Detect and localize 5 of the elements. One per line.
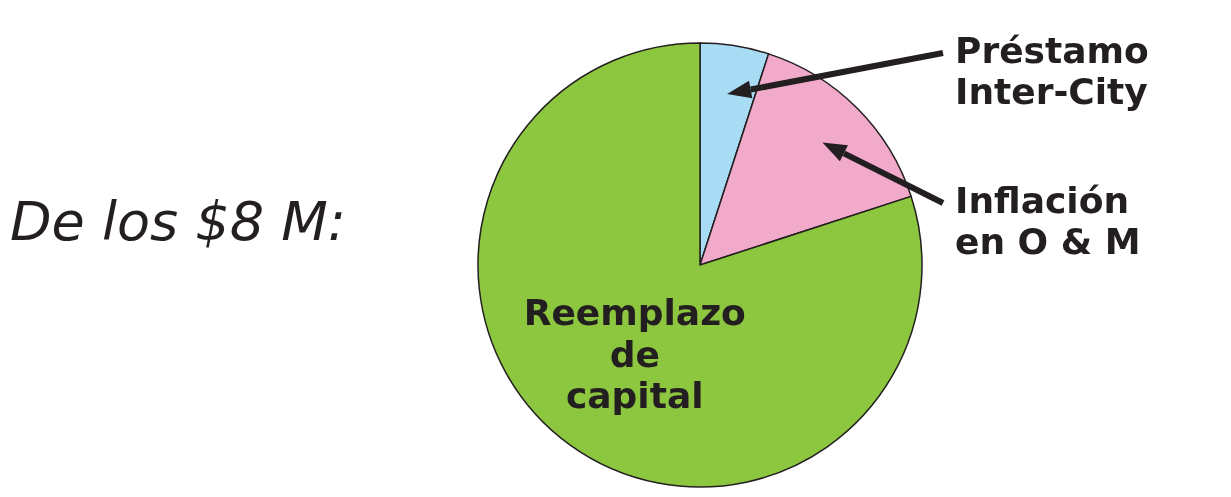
pie-slice	[477, 42, 923, 488]
text: De los $8 M:	[10, 189, 346, 253]
slice-label: Préstamo Inter-City	[955, 30, 1149, 113]
slice-label: Inflación en O & M	[955, 180, 1141, 263]
slice-label: Reemplazo de capital	[523, 292, 746, 417]
